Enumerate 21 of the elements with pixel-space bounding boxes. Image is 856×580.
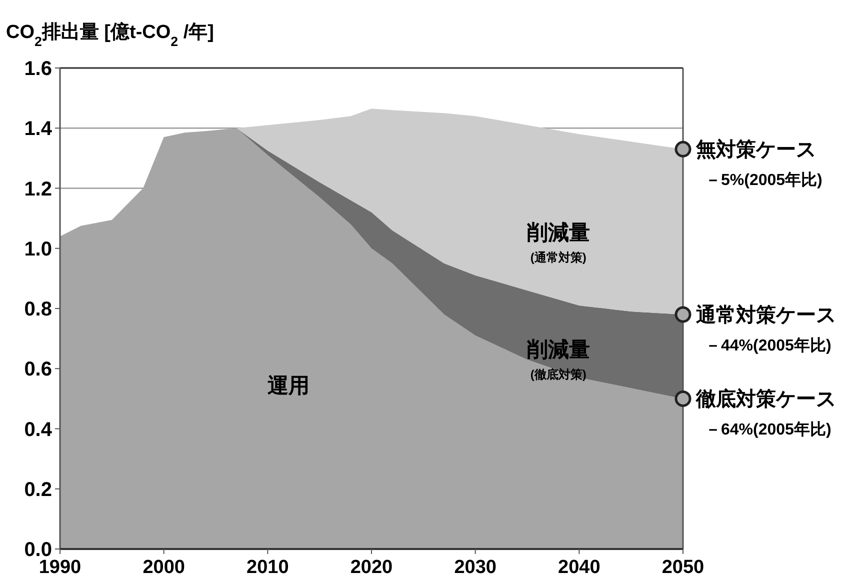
y-tick-label: 1.0 [24, 238, 52, 260]
x-tick-label: 2010 [246, 557, 289, 578]
x-tick-label: 2000 [142, 557, 185, 578]
y-tick-label: 1.2 [24, 178, 52, 200]
x-tick-label: 2040 [558, 557, 600, 578]
y-tick-label: 0.2 [24, 478, 52, 501]
x-tick-label: 2020 [350, 557, 393, 578]
annotation: 通常対策ケース [696, 304, 836, 327]
y-axis-title: CO$_{2}$排出量 [億t-CO$_{2}$ /年] [6, 21, 214, 48]
y-tick-label: 1.6 [24, 58, 52, 80]
y-tick-label: 0.4 [24, 418, 53, 441]
y-tick-label: 0.6 [24, 358, 52, 381]
annotation: 無対策ケース [696, 139, 816, 162]
annotation: －5%(2005年比) [705, 172, 822, 190]
annotation: 徹底対策ケース [696, 388, 836, 411]
annotation: －64%(2005年比) [705, 422, 832, 439]
annotation: －44%(2005年比) [705, 338, 832, 355]
y-tick-label: 0.8 [24, 298, 52, 320]
y-tick-label: 1.4 [24, 118, 53, 140]
x-tick-label: 2050 [662, 557, 704, 578]
x-tick-label: 2030 [454, 557, 496, 578]
